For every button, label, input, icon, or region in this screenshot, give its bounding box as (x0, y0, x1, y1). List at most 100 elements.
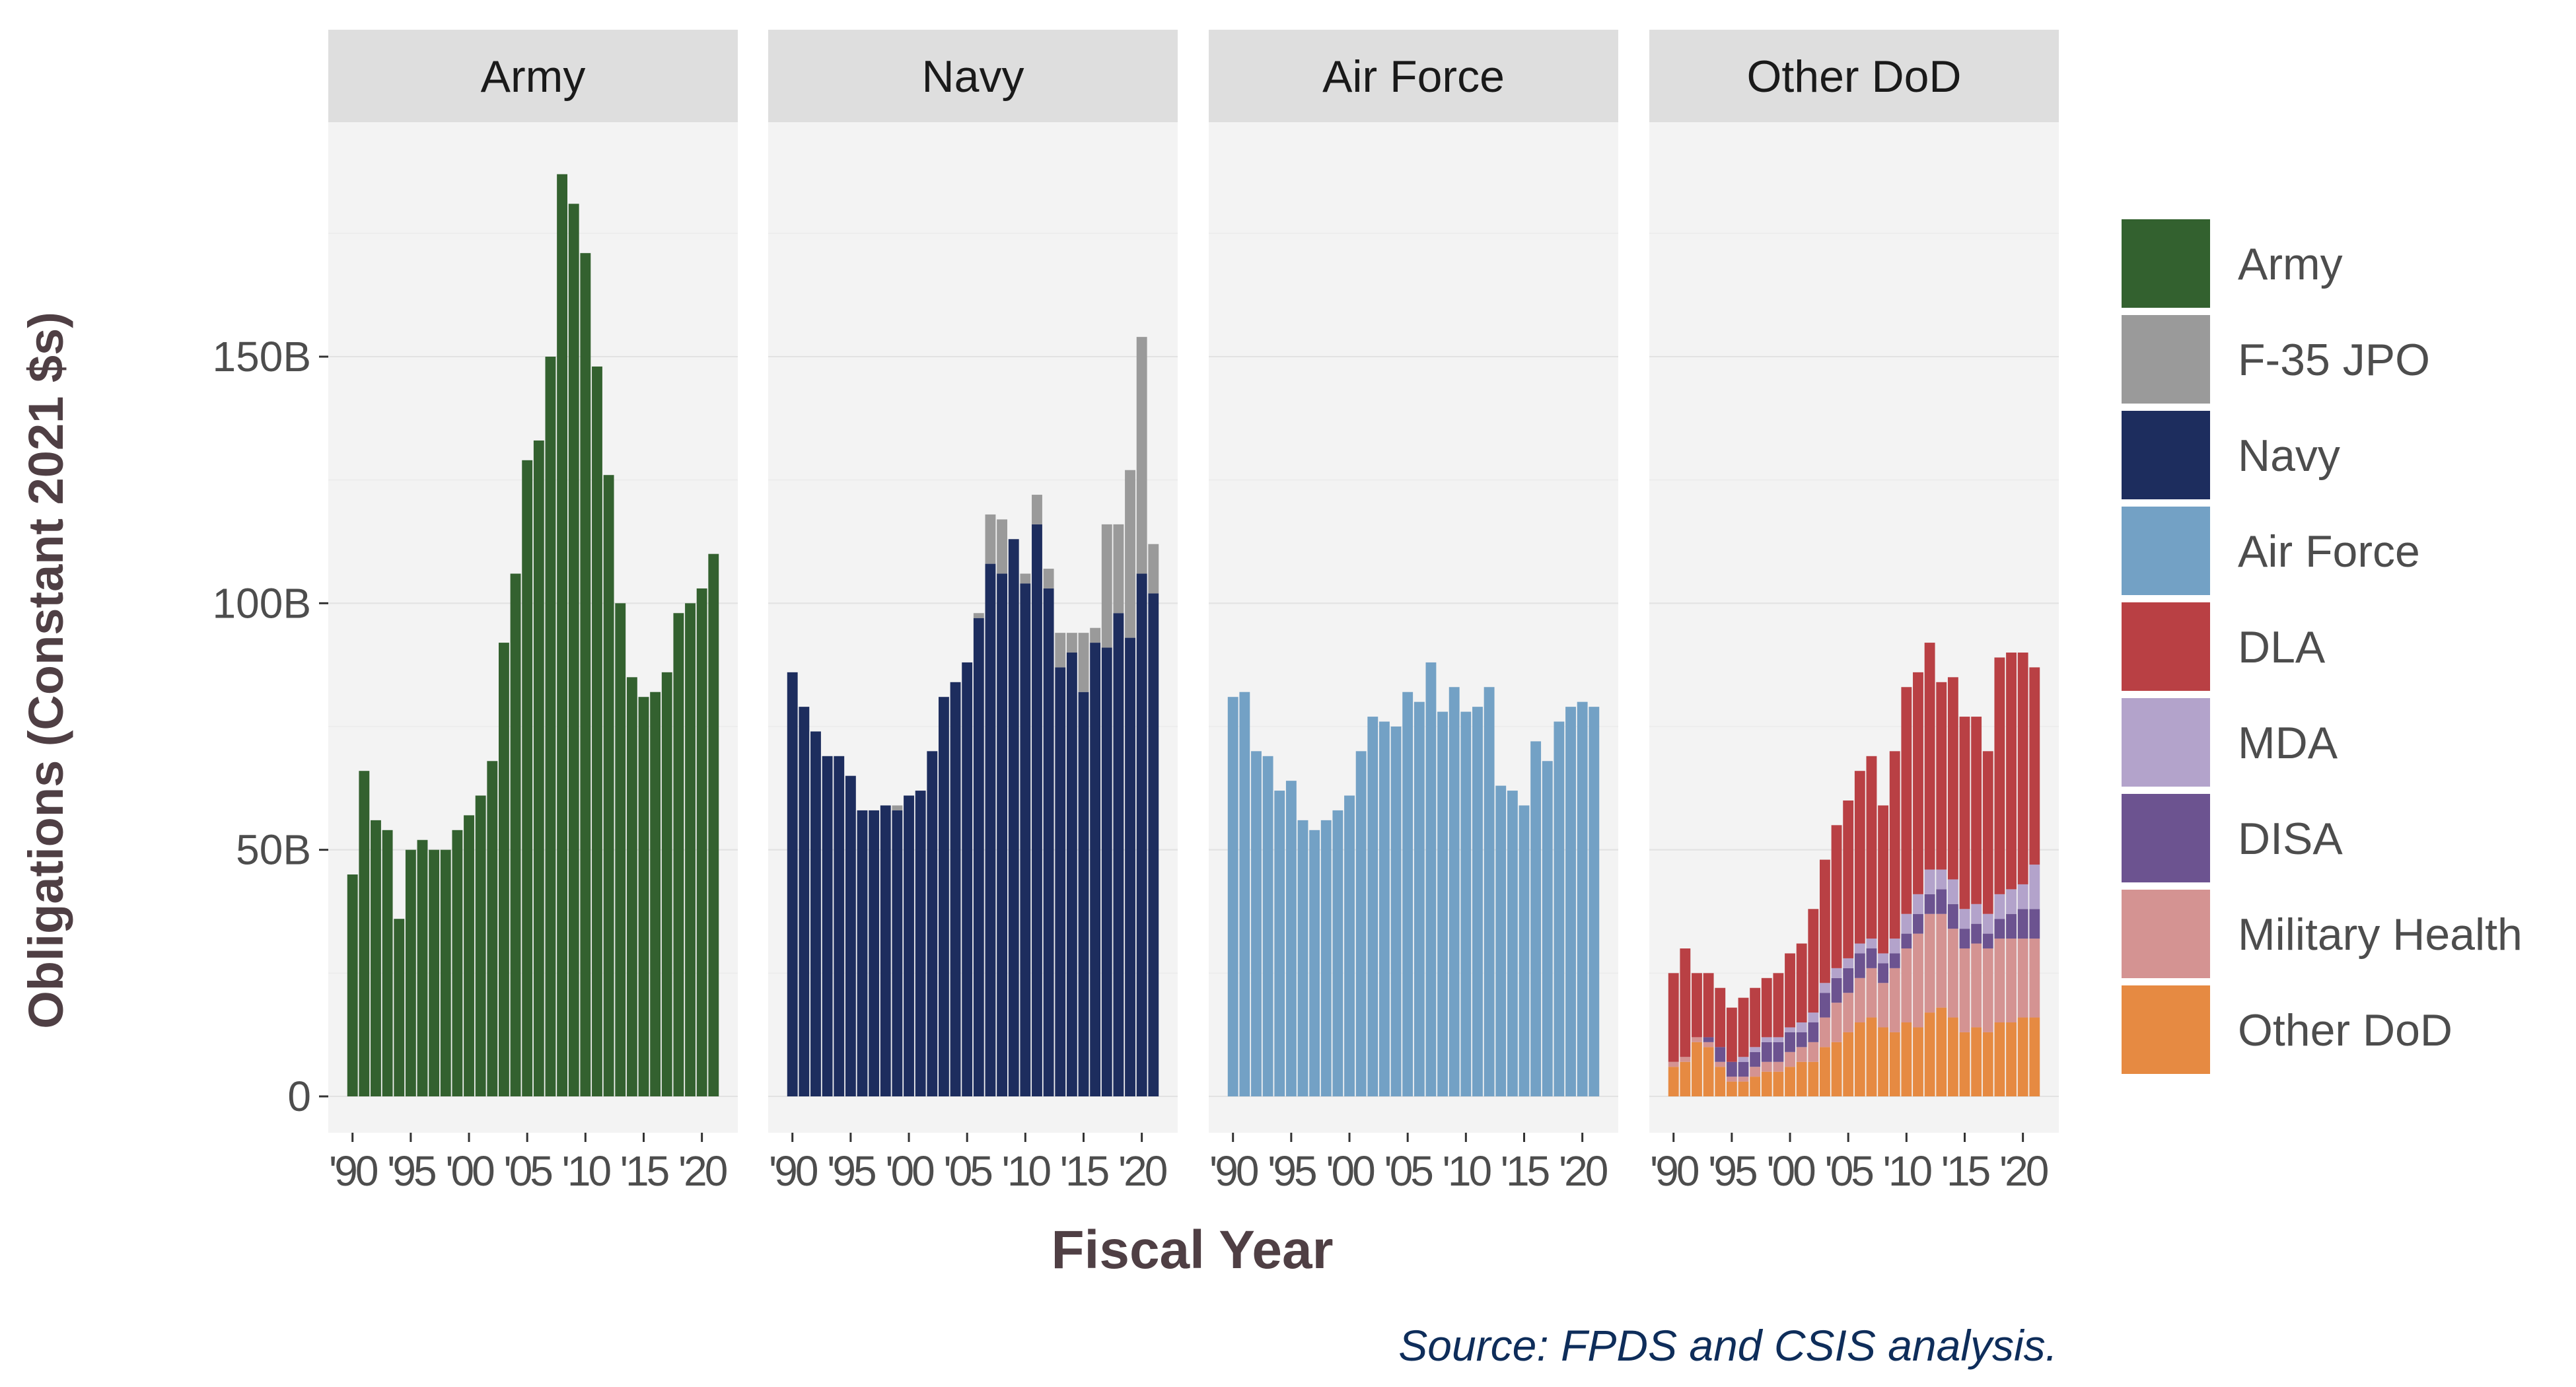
bar-air-force-2007 (1425, 662, 1437, 1096)
bar-military-health-2008 (1878, 983, 1889, 1028)
legend-item-disa: DISA (2119, 791, 2343, 885)
bar-air-force-2005 (1402, 692, 1413, 1096)
bar-other-dod-2018 (1994, 1022, 2005, 1096)
bar-navy-2002 (927, 751, 938, 1096)
y-tick-label: 0 (287, 1073, 311, 1120)
bar-military-health-1993 (1703, 1042, 1714, 1048)
bar-army-2021 (708, 553, 719, 1096)
bar-dla-2005 (1843, 800, 1854, 958)
bar-navy-2015 (1078, 692, 1089, 1096)
bar-military-health-2019 (2006, 939, 2017, 1022)
bar-military-health-1998 (1761, 1061, 1772, 1072)
bar-f-35-jpo-2008 (997, 519, 1008, 574)
bar-navy-2019 (1125, 637, 1135, 1096)
bar-air-force-2013 (1495, 785, 1507, 1096)
bar-disa-2016 (1971, 923, 1982, 944)
bar-air-force-2017 (1542, 761, 1553, 1096)
bar-dla-1995 (1726, 1007, 1737, 1062)
legend-item-navy: Navy (2119, 408, 2340, 502)
bar-mda-2000 (1785, 1027, 1795, 1032)
bar-navy-1999 (892, 810, 903, 1096)
bar-army-2011 (592, 366, 602, 1097)
bar-military-health-2014 (1947, 929, 1958, 1018)
bar-disa-1995 (1726, 1061, 1737, 1077)
bar-disa-2010 (1901, 933, 1912, 948)
bar-other-dod-1991 (1680, 1061, 1691, 1096)
legend-label: Army (2238, 239, 2343, 289)
bar-f-35-jpo-2018 (1113, 524, 1124, 614)
x-tick-label: '10 (1443, 1147, 1491, 1195)
bar-disa-2005 (1843, 968, 1854, 993)
bar-disa-2003 (1819, 993, 1830, 1018)
bar-other-dod-2014 (1947, 1017, 1958, 1096)
y-tick-label: 50B (236, 826, 311, 874)
bar-air-force-1992 (1251, 751, 1262, 1096)
bar-air-force-2004 (1390, 727, 1402, 1096)
bar-other-dod-2011 (1913, 1027, 1923, 1096)
y-axis-title: Obligations (Constant 2021 $s) (18, 312, 73, 1029)
bar-army-1990 (347, 874, 358, 1096)
bar-military-health-2005 (1843, 993, 1854, 1032)
x-tick-label: '90 (769, 1147, 818, 1195)
bar-other-dod-1992 (1692, 1042, 1702, 1096)
panel-navy: Navy '90'95'00'05'10'15'20 (768, 30, 1178, 1195)
bar-mda-2002 (1808, 1013, 1819, 1022)
bar-air-force-1995 (1285, 781, 1297, 1096)
bar-f-35-jpo-2014 (1066, 633, 1077, 653)
bar-other-dod-2009 (1889, 1032, 1900, 1096)
bar-other-dod-1999 (1773, 1071, 1784, 1096)
bar-disa-2007 (1866, 948, 1877, 968)
legend-item-f-35-jpo: F-35 JPO (2119, 312, 2430, 406)
bar-army-2018 (673, 613, 684, 1096)
bar-mda-2003 (1819, 983, 1830, 993)
bar-navy-2021 (1148, 593, 1159, 1096)
bar-military-health-2006 (1854, 978, 1865, 1022)
bar-military-health-2015 (1959, 948, 1970, 1032)
bar-air-force-1991 (1239, 692, 1250, 1096)
bar-navy-1994 (834, 756, 845, 1096)
bar-mda-1996 (1738, 1057, 1749, 1062)
bar-mda-2005 (1843, 958, 1854, 968)
x-axis-other-dod: '90'95'00'05'10'15'20 (1650, 1133, 2051, 1195)
bar-disa-2001 (1796, 1032, 1807, 1048)
bar-navy-2012 (1043, 588, 1054, 1096)
bar-dla-1993 (1703, 973, 1714, 1038)
bar-military-health-2021 (2029, 939, 2040, 1018)
bar-air-force-2001 (1355, 751, 1367, 1096)
bar-air-force-2000 (1344, 795, 1355, 1096)
x-tick-label: '20 (1999, 1147, 2048, 1195)
bar-military-health-2003 (1819, 1017, 1830, 1048)
bar-mda-2021 (2029, 865, 2040, 909)
legend-label: DISA (2238, 814, 2343, 864)
bar-dla-2013 (1936, 682, 1947, 870)
facet-strip (328, 30, 738, 122)
bar-f-35-jpo-2011 (1032, 495, 1042, 524)
bar-air-force-2018 (1554, 721, 1565, 1096)
bar-military-health-2007 (1866, 968, 1877, 1018)
bar-military-health-1995 (1726, 1077, 1737, 1082)
bar-mda-2008 (1878, 953, 1889, 964)
bar-air-force-1999 (1332, 810, 1343, 1096)
legend-swatch (2119, 983, 2213, 1077)
bar-f-35-jpo-1999 (892, 805, 903, 810)
bar-mda-2010 (1901, 913, 1912, 934)
bar-navy-2018 (1113, 613, 1124, 1096)
bar-dla-2009 (1889, 751, 1900, 939)
bar-mda-1999 (1773, 1037, 1784, 1042)
bars (787, 337, 1159, 1096)
bar-disa-2000 (1785, 1032, 1795, 1052)
bar-mda-1997 (1750, 1047, 1761, 1052)
bar-military-health-1994 (1715, 1061, 1726, 1067)
bar-dla-1994 (1715, 987, 1726, 1048)
bar-army-1994 (394, 919, 405, 1096)
bar-air-force-1990 (1227, 697, 1238, 1096)
bar-other-dod-1993 (1703, 1047, 1714, 1096)
bar-navy-2013 (1055, 667, 1066, 1096)
legend-label: DLA (2238, 622, 2326, 672)
bar-dla-1996 (1738, 997, 1749, 1057)
bar-disa-1996 (1738, 1061, 1749, 1077)
bar-disa-2018 (1994, 919, 2005, 939)
bar-army-2004 (510, 573, 521, 1096)
x-tick-label: '90 (329, 1147, 378, 1195)
bar-army-2006 (533, 440, 544, 1096)
